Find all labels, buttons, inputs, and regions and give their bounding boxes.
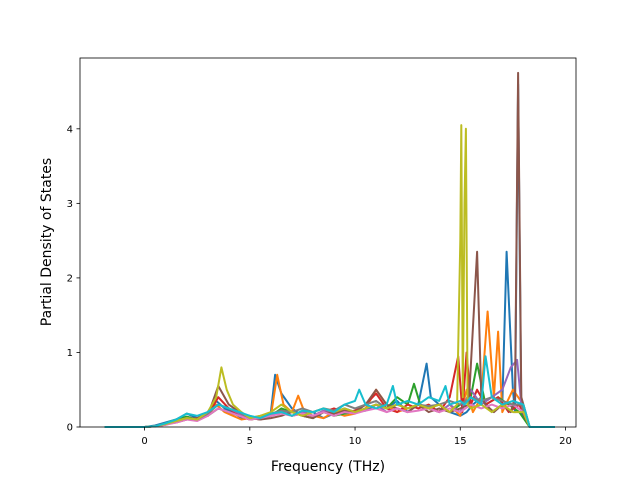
x-tick-label: 5 [247, 436, 253, 447]
x-axis-ticks: 0 5 10 15 20 [141, 427, 572, 447]
series-line-10 [104, 355, 555, 428]
x-axis-label: Frequency (THz) [271, 459, 385, 475]
plot-frame [79, 57, 577, 428]
x-tick-label: 20 [559, 436, 572, 447]
x-tick-label: 15 [454, 436, 467, 447]
y-axis-label: Partial Density of States [39, 158, 55, 326]
y-tick-label: 3 [67, 199, 73, 210]
y-tick-label: 2 [67, 273, 73, 284]
y-tick-label: 0 [67, 423, 73, 434]
y-tick-label: 1 [67, 348, 73, 359]
series-group [104, 71, 555, 428]
x-tick-label: 10 [349, 436, 362, 447]
plot-area [80, 58, 576, 427]
series-line-9 [104, 124, 555, 428]
y-tick-label: 4 [67, 124, 73, 135]
y-axis-ticks: 0 1 2 3 4 [67, 124, 80, 434]
x-tick-label: 0 [141, 436, 147, 447]
